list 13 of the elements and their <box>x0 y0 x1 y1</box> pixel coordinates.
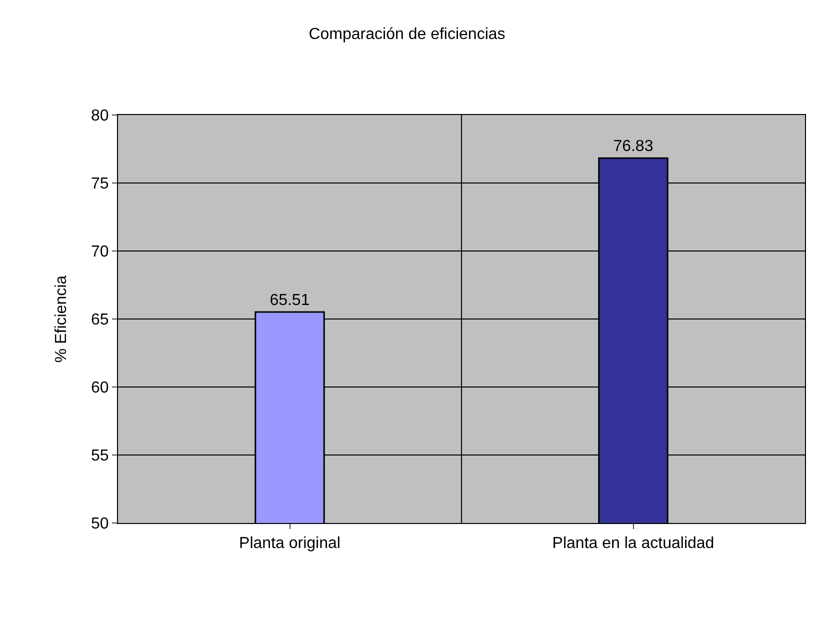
y-tick-label: 75 <box>91 176 109 193</box>
chart-title: Comparación de eficiencias <box>308 26 506 44</box>
y-axis-title: % Eficiencia <box>52 275 70 363</box>
y-tick-label: 60 <box>91 380 109 397</box>
data-label: 65.51 <box>270 292 310 310</box>
x-tick-label: Planta en la actualidad <box>552 535 714 552</box>
y-tick-label: 65 <box>91 312 109 329</box>
y-tick-label: 80 <box>91 108 109 125</box>
data-label: 76.83 <box>613 138 654 156</box>
y-tick-label: 55 <box>91 448 109 465</box>
y-tick-label: 70 <box>91 244 109 261</box>
y-tick-label: 50 <box>91 516 109 533</box>
x-tick-label: Planta original <box>239 535 340 552</box>
